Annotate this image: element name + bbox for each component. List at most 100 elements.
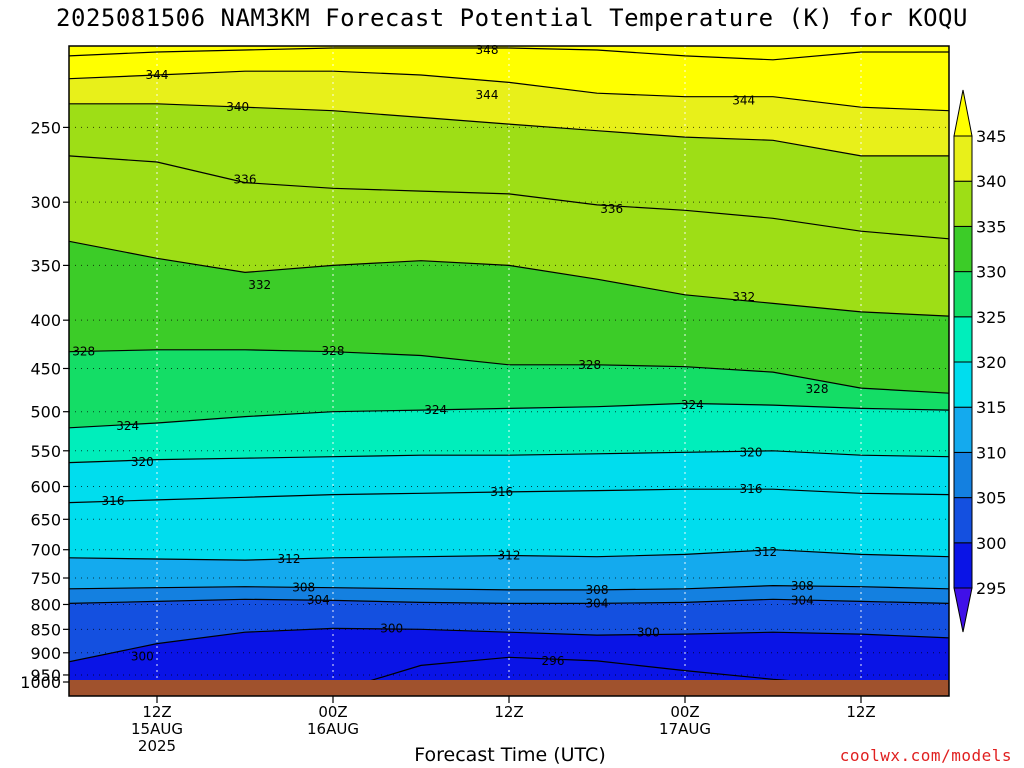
ytick-label-400: 400 [30, 311, 61, 330]
ytick-label-550: 550 [30, 442, 61, 461]
contour-label-320: 320 [131, 455, 154, 469]
contour-300 [69, 627, 949, 663]
contour-308 [69, 584, 949, 591]
contour-label-332: 332 [248, 278, 271, 292]
xtick-label-42-1: 17AUG [659, 720, 711, 738]
contour-label-304: 304 [791, 593, 814, 607]
ytick-label-950: 950 [30, 666, 61, 685]
contour-label-324: 324 [681, 398, 704, 412]
colorbar-label-330: 330 [976, 263, 1007, 282]
ytick-label-300: 300 [30, 193, 61, 212]
contour-label-328: 328 [72, 345, 95, 359]
contour-320 [69, 450, 949, 464]
colorbar-seg-305 [953, 451, 973, 499]
contour-332 [69, 240, 949, 317]
contour-lines [69, 47, 949, 696]
y-axis: 250 300 350 400 450 500 550 600 650 700 750 800 850 9… [20, 118, 69, 692]
contour-label-348: 348 [476, 43, 499, 57]
contour-312 [69, 549, 949, 561]
ytick-label-350: 350 [30, 256, 61, 275]
chart-title: 2025081506 NAM3KM Forecast Potential Tem… [56, 4, 968, 32]
xtick-label-18-1: 16AUG [307, 720, 359, 738]
contour-316 [69, 488, 949, 504]
contour-label-300: 300 [380, 621, 403, 635]
xtick-label-6-2: 2025 [138, 737, 176, 755]
contour-label-320: 320 [740, 445, 763, 459]
contour-304 [69, 598, 949, 604]
colorbar-label-340: 340 [976, 172, 1007, 191]
colorbar-seg-335 [953, 180, 973, 227]
contour-348 [69, 47, 949, 61]
colorbar-seg-340 [953, 135, 973, 182]
contour-label-308: 308 [791, 579, 814, 593]
contour-label-324: 324 [424, 403, 447, 417]
colorbar-label-295: 295 [976, 579, 1007, 598]
xtick-label-30-0: 12Z [494, 703, 523, 721]
credit-text: coolwx.com/models [839, 746, 1012, 765]
contour-340 [69, 103, 949, 157]
colorbar-label-315: 315 [976, 398, 1007, 417]
ytick-label-1000: 1000 [20, 673, 61, 692]
contour-324 [69, 402, 949, 429]
contour-label-324: 324 [116, 419, 139, 433]
colorbar-seg-310 [953, 406, 973, 453]
colorbar-seg-300 [953, 497, 973, 544]
contour-344 [69, 70, 949, 112]
contour-label-312: 312 [498, 549, 521, 563]
ytick-label-750: 750 [30, 569, 61, 588]
contour-label-304: 304 [586, 596, 609, 610]
contour-label-300: 300 [637, 626, 660, 640]
ground-strip [69, 680, 949, 696]
xtick-label-6-1: 15AUG [131, 720, 183, 738]
colorbar-low-arrow [953, 587, 973, 633]
ytick-label-850: 850 [30, 620, 61, 639]
xtick-label-18-0: 00Z [318, 703, 347, 721]
colorbar-label-310: 310 [976, 443, 1007, 462]
contour-label-312: 312 [754, 545, 777, 559]
contour-label-316: 316 [490, 485, 513, 499]
colorbar: 295 300 305 310 315 320 325 330 335 340 345 [953, 89, 1007, 633]
colorbar-seg-315 [953, 361, 973, 408]
contour-336 [69, 155, 949, 240]
contour-label-340: 340 [226, 100, 249, 114]
contour-label-316: 316 [740, 482, 763, 496]
ytick-label-250: 250 [30, 118, 61, 137]
contour-label-336: 336 [234, 173, 257, 187]
xtick-label-6-0: 12Z [142, 703, 171, 721]
contour-label-316: 316 [102, 494, 125, 508]
contour-label-304: 304 [307, 593, 330, 607]
contour-328 [69, 349, 949, 394]
colorbar-label-320: 320 [976, 353, 1007, 372]
contour-label-344: 344 [146, 68, 169, 82]
contour-label-328: 328 [578, 358, 601, 372]
contour-label-328: 328 [806, 382, 829, 396]
colorbar-seg-295 [953, 542, 973, 589]
colorbar-label-305: 305 [976, 489, 1007, 508]
ytick-label-800: 800 [30, 595, 61, 614]
contour-label-308: 308 [292, 581, 315, 595]
contour-label-344: 344 [476, 88, 499, 102]
colorbar-label-300: 300 [976, 534, 1007, 553]
contour-label-312: 312 [278, 552, 301, 566]
colorbar-label-335: 335 [976, 217, 1007, 236]
ytick-label-450: 450 [30, 359, 61, 378]
colorbar-seg-325 [953, 271, 973, 318]
contour-label-300: 300 [131, 649, 154, 663]
colorbar-high-arrow [953, 89, 973, 137]
colorbar-seg-330 [953, 225, 973, 273]
contour-label-332: 332 [732, 290, 755, 304]
ytick-label-500: 500 [30, 403, 61, 422]
ytick-label-700: 700 [30, 541, 61, 560]
ytick-label-650: 650 [30, 510, 61, 529]
contour-label-296: 296 [542, 654, 565, 668]
contour-label-344: 344 [732, 93, 755, 107]
contour-labels: 348 344 344 344 340 336 336 332 332 328 328 328 328 3… [72, 43, 828, 693]
colorbar-label-325: 325 [976, 308, 1007, 327]
x-axis-label: Forecast Time (UTC) [414, 744, 606, 766]
xtick-label-54-0: 12Z [846, 703, 875, 721]
contour-label-308: 308 [586, 583, 609, 597]
ytick-label-600: 600 [30, 477, 61, 496]
colorbar-label-345: 345 [976, 127, 1007, 146]
